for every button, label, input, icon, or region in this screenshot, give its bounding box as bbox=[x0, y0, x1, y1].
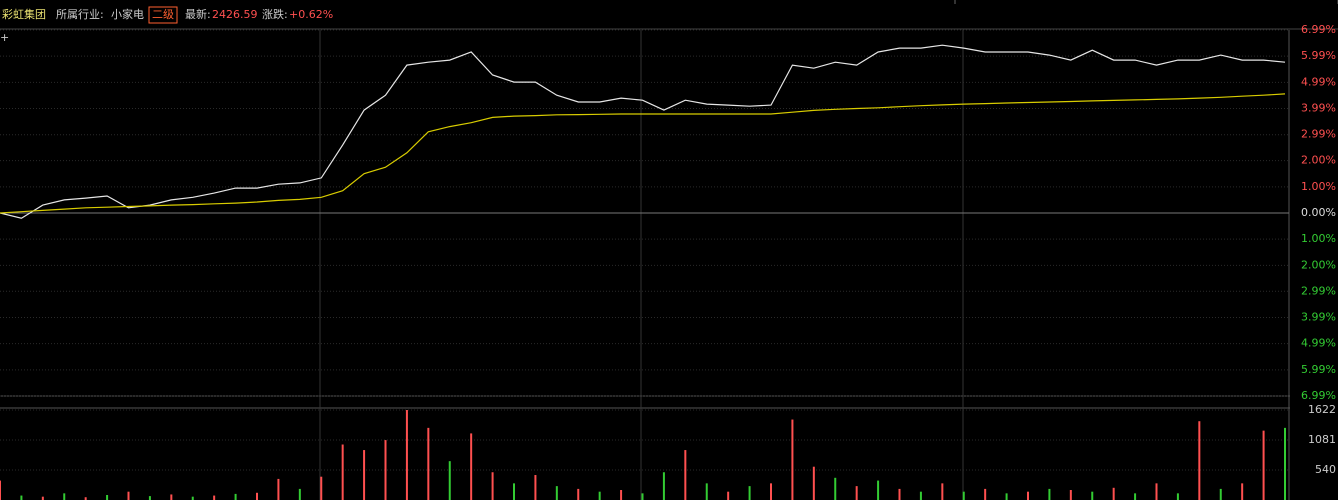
latest-label: 最新: bbox=[185, 7, 211, 21]
volume-bar bbox=[834, 477, 837, 500]
volume-bar bbox=[1241, 483, 1244, 500]
volume-bar bbox=[170, 494, 173, 500]
volume-bar bbox=[748, 486, 751, 500]
volume-bar bbox=[1176, 493, 1179, 500]
y-tick-label: 1081 bbox=[1308, 433, 1336, 446]
change: +0.62% bbox=[289, 8, 333, 21]
volume-bar bbox=[470, 433, 473, 500]
volume-bar bbox=[1155, 483, 1158, 500]
volume-bar bbox=[1219, 488, 1222, 500]
y-tick-label: 4.99% bbox=[1301, 75, 1336, 88]
y-tick-label: 1.00% bbox=[1301, 180, 1336, 193]
volume-bar bbox=[1069, 490, 1072, 500]
volume-bar bbox=[791, 419, 794, 500]
volume-bar bbox=[448, 461, 451, 500]
volume-bar bbox=[555, 486, 558, 500]
volume-bar bbox=[684, 450, 687, 500]
y-tick-label: 2.00% bbox=[1301, 258, 1336, 271]
volume-bar bbox=[491, 472, 494, 500]
level: 二级 bbox=[152, 8, 174, 21]
volume-bar bbox=[405, 410, 408, 500]
volume-bar bbox=[1112, 487, 1115, 500]
volume-bar bbox=[427, 427, 430, 500]
volume-bar bbox=[298, 488, 301, 500]
volume-bar bbox=[234, 493, 237, 500]
volume-bar bbox=[662, 472, 665, 500]
y-tick-label: 4.99% bbox=[1301, 337, 1336, 350]
y-tick-label: 5.99% bbox=[1301, 49, 1336, 62]
volume-bar bbox=[191, 496, 194, 500]
volume-bar bbox=[1027, 491, 1029, 500]
y-tick-label: 2.99% bbox=[1301, 128, 1336, 141]
volume-bar bbox=[1284, 427, 1286, 500]
volume-bar bbox=[641, 493, 644, 500]
volume-bar bbox=[363, 450, 366, 500]
price-line bbox=[0, 44, 1286, 219]
volume-bar bbox=[1134, 493, 1137, 500]
industry-label: 所属行业: bbox=[56, 8, 104, 21]
volume-bar bbox=[941, 483, 944, 500]
y-tick-label: 0.00% bbox=[1301, 206, 1336, 219]
volume-bar bbox=[277, 478, 280, 500]
volume-bar bbox=[63, 493, 66, 500]
volume-bar bbox=[620, 490, 623, 500]
volume-bar bbox=[598, 491, 601, 500]
volume-bar bbox=[770, 483, 772, 500]
volume-bar bbox=[705, 483, 708, 500]
volume-bar bbox=[1048, 488, 1051, 500]
volume-bar bbox=[84, 497, 87, 500]
volume-bar bbox=[256, 492, 258, 500]
y-tick-label: 5.99% bbox=[1301, 363, 1336, 376]
y-tick-label: 3.99% bbox=[1301, 102, 1336, 115]
y-tick-label: 6.99% bbox=[1301, 389, 1336, 402]
volume-bar bbox=[877, 480, 880, 500]
volume-bar bbox=[148, 496, 151, 500]
y-tick-label: 2.00% bbox=[1301, 154, 1336, 167]
volume-bar bbox=[855, 486, 858, 500]
level-box bbox=[148, 6, 178, 24]
volume-bar bbox=[341, 444, 344, 500]
volume-bar bbox=[20, 495, 23, 500]
volume-bar bbox=[513, 483, 515, 500]
y-tick-label: 6.99% bbox=[1301, 23, 1336, 36]
y-tick-label: 2.99% bbox=[1301, 284, 1336, 297]
volume-bar bbox=[1005, 493, 1008, 500]
volume-bar bbox=[962, 491, 965, 500]
volume-bar bbox=[812, 466, 815, 500]
volume-bar bbox=[534, 475, 537, 500]
volume-bar bbox=[898, 488, 901, 500]
volume-bar bbox=[106, 495, 109, 500]
y-tick-label: 540 bbox=[1315, 463, 1336, 476]
volume-bar bbox=[727, 491, 730, 500]
volume-bar bbox=[41, 496, 44, 500]
volume-bar bbox=[1262, 430, 1265, 500]
y-tick-label: 3.99% bbox=[1301, 310, 1336, 323]
latest: 2426.59 bbox=[212, 8, 258, 21]
y-tick-label: 1622 bbox=[1308, 403, 1336, 416]
volume-bar bbox=[1198, 421, 1201, 500]
volume-bar bbox=[0, 480, 1, 500]
y-tick-label: 1.00% bbox=[1301, 232, 1336, 245]
expand-icon[interactable]: + bbox=[0, 31, 9, 44]
volume-bar bbox=[127, 491, 130, 500]
volume-bar bbox=[384, 440, 387, 500]
industry: 小家电 bbox=[111, 7, 144, 21]
volume-bar bbox=[213, 495, 216, 500]
volume-bar bbox=[1091, 491, 1094, 500]
volume-bar bbox=[320, 476, 323, 500]
price-line bbox=[0, 93, 1286, 214]
volume-bar bbox=[577, 488, 580, 500]
volume-bar bbox=[984, 488, 987, 500]
volume-bar bbox=[919, 491, 922, 500]
stock-name: 彩虹集团 bbox=[2, 7, 46, 21]
change-label: 涨跌: bbox=[262, 7, 288, 21]
